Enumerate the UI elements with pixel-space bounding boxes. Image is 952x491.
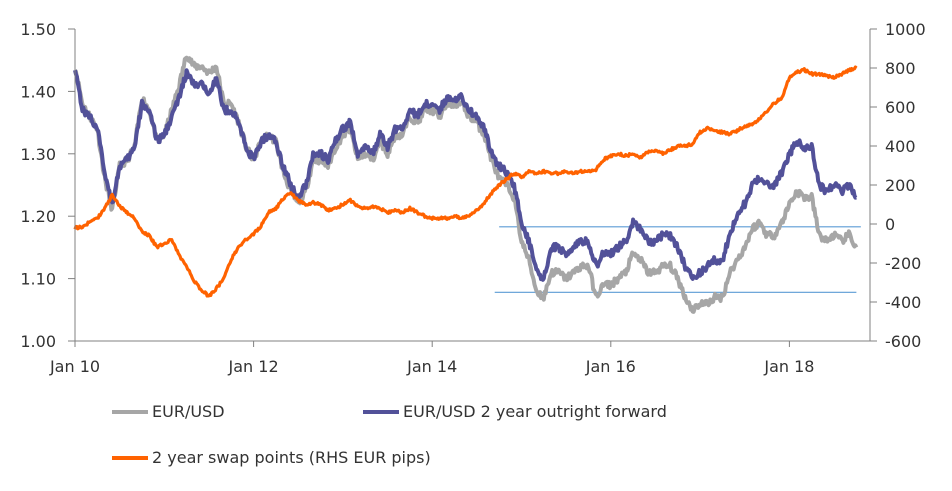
x-tick-label: Jan 16 <box>585 357 636 376</box>
left-tick-label: 1.40 <box>20 82 56 101</box>
left-tick-label: 1.50 <box>20 20 56 39</box>
x-ticks: Jan 10 Jan 12 Jan 14 Jan 16 Jan 18 <box>49 341 814 376</box>
right-tick-label: -400 <box>885 293 921 312</box>
right-tick-label: -200 <box>885 254 921 273</box>
x-tick-label: Jan 14 <box>406 357 457 376</box>
legend-label-eurusd: EUR/USD <box>152 402 225 421</box>
right-tick-label: 1000 <box>885 20 926 39</box>
right-y-ticks: 1000 800 600 400 200 0 -200 -400 -600 <box>870 20 926 351</box>
left-tick-label: 1.10 <box>20 270 56 289</box>
right-tick-label: 600 <box>885 98 916 117</box>
x-tick-label: Jan 10 <box>49 357 100 376</box>
right-tick-label: -600 <box>885 332 921 351</box>
legend-item-forward[interactable]: EUR/USD 2 year outright forward <box>363 402 667 421</box>
left-tick-label: 1.00 <box>20 332 56 351</box>
series-layer <box>73 55 859 314</box>
series-swap-points <box>73 65 858 298</box>
legend-label-swap-points: 2 year swap points (RHS EUR pips) <box>152 448 431 467</box>
legend-swatch-swap-points <box>112 455 148 460</box>
legend-swatch-eurusd <box>112 409 148 414</box>
right-tick-label: 400 <box>885 137 916 156</box>
left-tick-label: 1.20 <box>20 207 56 226</box>
right-tick-label: 0 <box>885 215 895 234</box>
left-y-ticks: 1.50 1.40 1.30 1.20 1.10 1.00 <box>20 20 75 351</box>
legend-label-forward: EUR/USD 2 year outright forward <box>403 402 667 421</box>
left-tick-label: 1.30 <box>20 145 56 164</box>
legend-swatch-forward <box>363 409 399 414</box>
legend-item-swap-points[interactable]: 2 year swap points (RHS EUR pips) <box>112 448 431 467</box>
x-tick-label: Jan 12 <box>228 357 279 376</box>
reference-lines <box>494 226 861 293</box>
series-forward <box>73 68 858 282</box>
series-eurusd <box>73 55 859 314</box>
right-tick-label: 800 <box>885 59 916 78</box>
x-tick-label: Jan 18 <box>763 357 814 376</box>
right-tick-label: 200 <box>885 176 916 195</box>
legend-item-eurusd[interactable]: EUR/USD <box>112 402 225 421</box>
